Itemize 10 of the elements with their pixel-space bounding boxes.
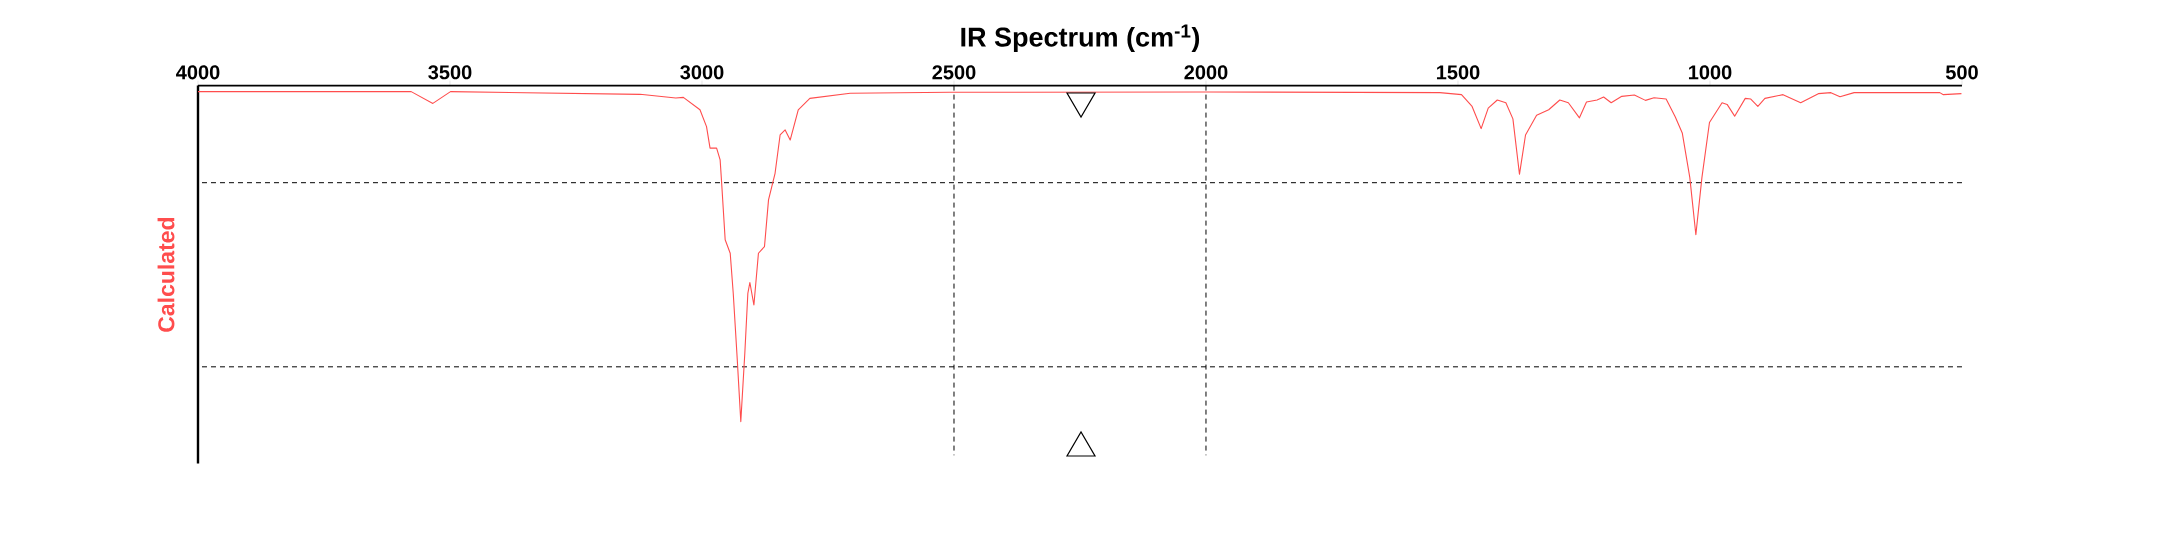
x-tick-label: 2500	[932, 65, 976, 80]
y-axis-title: Calculated	[157, 217, 175, 332]
x-tick-label: 3000	[680, 65, 724, 80]
chart-title: IR Spectrum (cm$^{-1}$)	[961, 24, 1200, 53]
x-tick-label: 2000	[1184, 65, 1228, 80]
x-tick-label: 4000	[176, 65, 220, 80]
x-tick-label: 500	[1945, 65, 1978, 80]
x-tick-label: 3500	[428, 65, 472, 80]
x-tick-label: 1000	[1688, 65, 1732, 80]
x-tick-label: 1500	[1436, 65, 1480, 80]
